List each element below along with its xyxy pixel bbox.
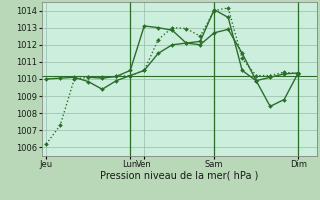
- X-axis label: Pression niveau de la mer( hPa ): Pression niveau de la mer( hPa ): [100, 171, 258, 181]
